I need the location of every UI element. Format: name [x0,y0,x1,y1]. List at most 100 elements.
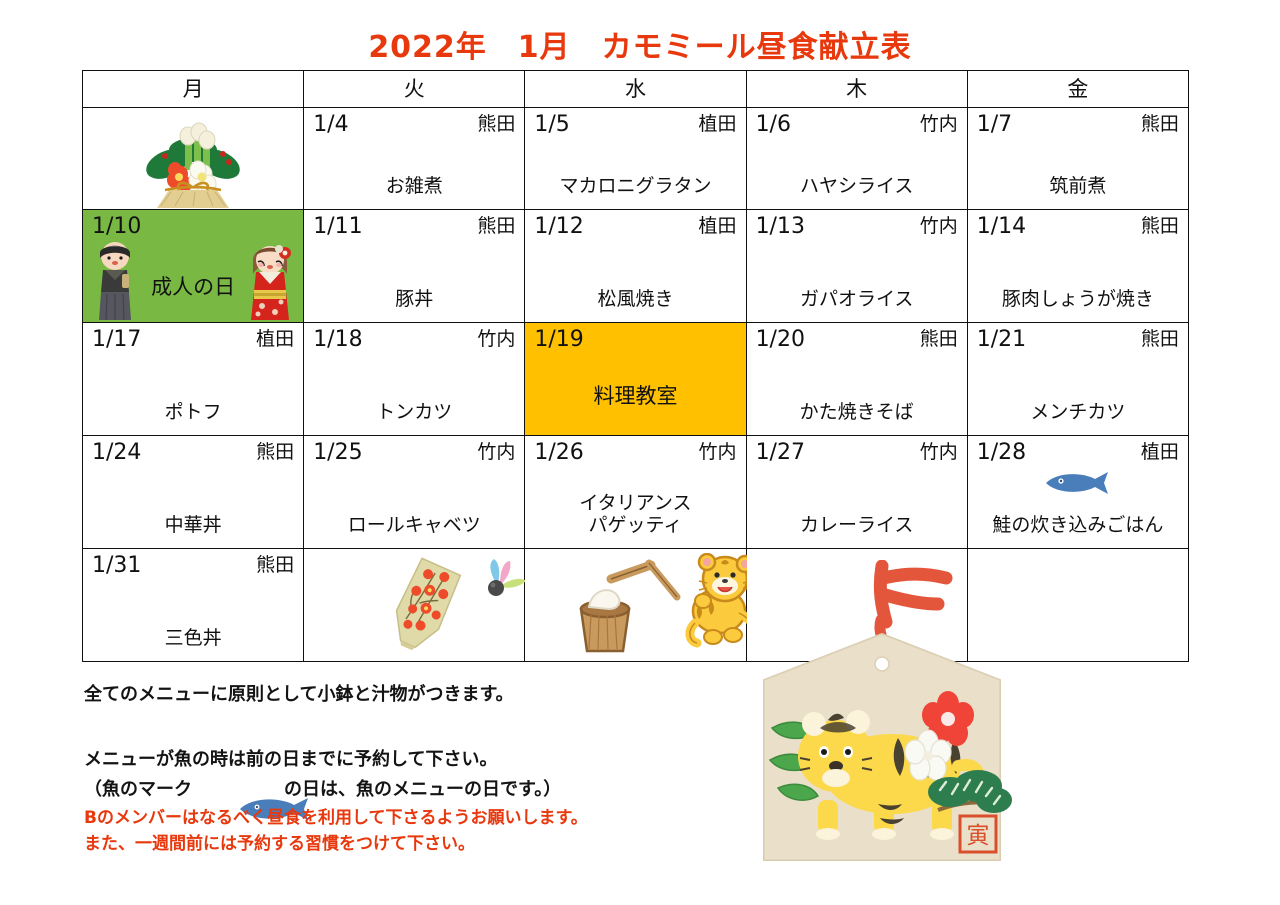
mochitsuki-mortar-icon [565,557,685,653]
day-cell-header: 1/27 竹内 [756,440,958,465]
column-header-friday: 金 [966,70,1189,108]
day-cell-header: 1/28 植田 [977,440,1179,465]
day-menu: イタリアンス パゲッティ [579,492,692,536]
calendar-day-cell[interactable]: 1/25 竹内 ロールキャベツ [303,435,526,549]
day-cell-inner: 1/31 熊田 三色丼 [83,549,303,661]
day-date: 1/10 [92,214,142,239]
day-cell-header: 1/6 竹内 [756,112,958,137]
calendar-day-cell[interactable]: 1/20 熊田 かた焼きそば [745,322,968,436]
day-cell-inner: 1/14 熊田 豚肉しょうが焼き [968,210,1188,322]
calendar-header-row: 月 火 水 木 金 [81,70,1189,108]
calendar-day-cell[interactable]: 1/7 熊田 筑前煮 [966,107,1189,210]
day-menu: ガパオライス [799,287,914,310]
day-cell-header: 1/21 熊田 [977,327,1179,352]
day-cell-inner: 1/18 竹内トンカツ [304,323,524,435]
day-menu: 豚肉しょうが焼き [1001,287,1154,310]
day-chef-name: 竹内 [477,328,516,350]
note-fish-reservation: メニューが魚の時は前の日までに予約して下さい。 [84,749,498,770]
calendar-body: 1/4 熊田 お雑煮 1/5 植田 マカロニグラタン 1/6 竹内 ハヤシライス 1/7 熊田 筑前煮… [81,107,1189,662]
day-cell-inner: 1/10 成人の日 [83,210,303,322]
calendar-day-cell[interactable]: 1/19 料理教室 [524,322,747,436]
day-cell-inner: 1/27 竹内 カレーライス [747,436,967,548]
day-cell-header: 1/12 植田 [534,214,736,239]
day-menu: ハヤシライス [799,174,914,197]
day-chef-name: 竹内 [919,441,958,463]
day-menu: 中華丼 [164,513,222,536]
day-chef-name: 植田 [1140,441,1179,463]
hagoita-paddle-icon [364,555,484,651]
calendar-day-cell[interactable]: 1/28 植田 鮭の炊き込みごはん [966,435,1189,549]
calendar-day-cell[interactable]: 1/27 竹内 カレーライス [745,435,968,549]
day-cell-header: 1/17 植田 [92,327,294,352]
day-cell-inner [525,549,766,661]
day-cell-inner: 1/6 竹内ハヤシライス [747,108,967,209]
kadomatsu-icon [141,114,245,210]
calendar-day-cell[interactable]: 1/11 熊田 豚丼 [303,209,526,323]
calendar-day-cell[interactable]: 1/18 竹内トンカツ [303,322,526,436]
day-cell-header: 1/10 [92,214,294,239]
day-date: 1/18 [313,327,363,352]
day-cell-inner: 1/7 熊田 筑前煮 [968,108,1188,209]
calendar-day-cell[interactable]: 1/26 竹内イタリアンス パゲッティ [524,435,747,549]
calendar-week-row: 1/10 成人の日 1/11 熊田 豚丼 1/12 植田 松風焼き 1/13 竹内 ガパオライス 1/… [81,209,1189,323]
day-date: 1/21 [976,327,1027,352]
day-date: 1/5 [534,112,570,137]
calendar-day-cell[interactable]: 1/21 熊田メンチカツ [966,322,1189,436]
day-menu: お雑煮 [385,174,443,197]
calendar-day-cell[interactable]: 1/17 植田 ポトフ [81,322,305,436]
day-chef-name: 熊田 [256,441,295,463]
note-fish-mark-suffix: の日は、魚のメニューの日です。） [284,779,562,800]
day-date: 1/11 [313,214,363,239]
calendar-week-row: 1/4 熊田 お雑煮 1/5 植田 マカロニグラタン 1/6 竹内 ハヤシライス 1/7 熊田 筑前煮 [81,107,1189,210]
note-fish-mark-prefix: （魚のマーク [84,779,192,800]
day-cell-inner: 1/24 熊田 中華丼 [83,436,303,548]
day-cell-inner: 1/5 植田 マカロニグラタン [525,108,745,209]
day-menu: ポトフ [164,400,222,423]
calendar-decorative-cell [81,107,305,210]
day-chef-name: 竹内 [919,215,958,237]
calendar-day-cell[interactable]: 1/14 熊田 豚肉しょうが焼き [966,209,1189,323]
calendar-day-cell[interactable]: 1/12 植田 松風焼き [524,209,747,323]
tiger-ema-plaque-icon: 寅 [732,559,1062,890]
column-header-tuesday: 火 [303,70,526,108]
day-cell-inner: 1/28 植田 鮭の炊き込みごはん [968,436,1188,548]
day-chef-name: 植田 [698,215,737,237]
note-fish-mark-legend: （魚のマーク の日は、魚のメニューの日です。） [84,775,562,820]
day-cell-inner: 1/12 植田 松風焼き [525,210,745,322]
day-cell-inner: 1/20 熊田 かた焼きそば [747,323,967,435]
calendar-day-cell[interactable]: 1/24 熊田 中華丼 [81,435,305,549]
day-cell-inner: 1/17 植田 ポトフ [83,323,303,435]
fish-icon [1042,470,1114,496]
column-header-thursday: 木 [745,70,968,108]
day-date: 1/25 [313,440,363,465]
day-chef-name: 熊田 [256,554,295,576]
day-cell-header: 1/26 竹内 [534,440,736,465]
day-date: 1/13 [755,214,805,239]
day-cell-header: 1/14 熊田 [977,214,1179,239]
day-menu: メンチカツ [1030,400,1126,423]
calendar-day-cell[interactable]: 1/6 竹内ハヤシライス [745,107,968,210]
day-chef-name: 熊田 [1140,328,1179,350]
note-member-request: Bのメンバーはなるべく昼食を利用して下さるようお願いします。 また、一週間前には… [84,808,588,855]
day-menu: トンカツ [376,400,453,423]
calendar-table: 月 火 水 木 金 1/4 熊田 お雑煮 1/5 植田 マカロニグラタン 1/6 竹内 ハヤシラ… [81,70,1189,662]
calendar-day-cell[interactable]: 1/31 熊田 三色丼 [81,548,305,662]
day-chef-name: 植田 [256,328,295,350]
day-cell-header: 1/5 植田 [534,112,736,137]
day-date: 1/12 [534,214,584,239]
day-chef-name: 熊田 [477,113,516,135]
day-chef-name: 熊田 [477,215,516,237]
calendar-day-cell[interactable]: 1/10 成人の日 [81,209,305,323]
calendar-day-cell[interactable]: 1/13 竹内ガパオライス [745,209,968,323]
day-cell-header: 1/20 熊田 [756,327,958,352]
calendar-day-cell[interactable]: 1/4 熊田 お雑煮 [303,107,526,210]
day-date: 1/19 [534,327,584,352]
day-date: 1/20 [755,327,805,352]
calendar-decorative-cell [524,548,766,662]
calendar-decorative-cell [303,548,527,662]
calendar-day-cell[interactable]: 1/5 植田 マカロニグラタン [524,107,747,210]
page-title: 2022年 1月 カモミール昼食献立表 [368,30,912,65]
day-cell-header: 1/13 竹内 [756,214,958,239]
day-menu: 三色丼 [164,626,222,649]
